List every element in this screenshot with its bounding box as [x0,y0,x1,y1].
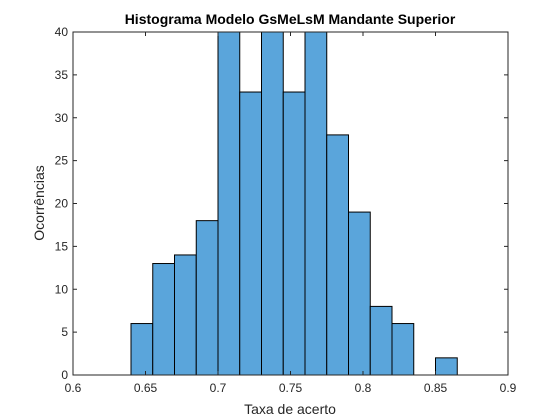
histogram-bar [304,32,328,375]
y-tick-label: 40 [55,25,69,39]
histogram-bar [435,357,458,375]
histogram-bar [174,254,197,375]
y-tick-label: 15 [55,239,69,253]
x-tick-label: 0.75 [279,381,303,395]
histogram-bar [217,32,241,375]
x-tick-label: 0.6 [65,381,82,395]
histogram-bar [369,305,393,375]
x-axis-label: Taxa de acerto [244,401,336,417]
x-tick-label: 0.85 [424,381,448,395]
y-axis-ticks: 0 5 10 15 20 25 30 35 40 [55,25,508,382]
y-tick-label: 35 [55,68,69,82]
x-tick-label: 0.7 [210,381,227,395]
x-tick-label: 0.8 [355,381,372,395]
x-tick-label: 0.65 [134,381,158,395]
y-tick-label: 25 [55,154,69,168]
x-tick-label: 0.9 [500,381,517,395]
histogram-bar [152,263,175,375]
histogram-bar [282,91,306,375]
y-tick-label: 5 [61,325,68,339]
histogram-bar [130,323,154,375]
y-tick-label: 30 [55,111,69,125]
histogram-bar [391,323,415,375]
histogram-bar [326,134,349,375]
histogram-bar [261,32,284,375]
histogram-bars [130,32,458,375]
chart-title: Histograma Modelo GsMeLsM Mandante Super… [125,11,456,27]
y-axis-label: Ocorrências [31,165,47,240]
x-axis-ticks: 0.6 0.65 0.7 0.75 0.8 0.85 0.9 [65,32,517,395]
histogram-bar [195,220,219,375]
y-tick-label: 10 [55,282,69,296]
y-tick-label: 20 [55,197,69,211]
histogram-bar [239,91,262,375]
histogram-bar [348,211,371,375]
y-tick-label: 0 [61,368,68,382]
